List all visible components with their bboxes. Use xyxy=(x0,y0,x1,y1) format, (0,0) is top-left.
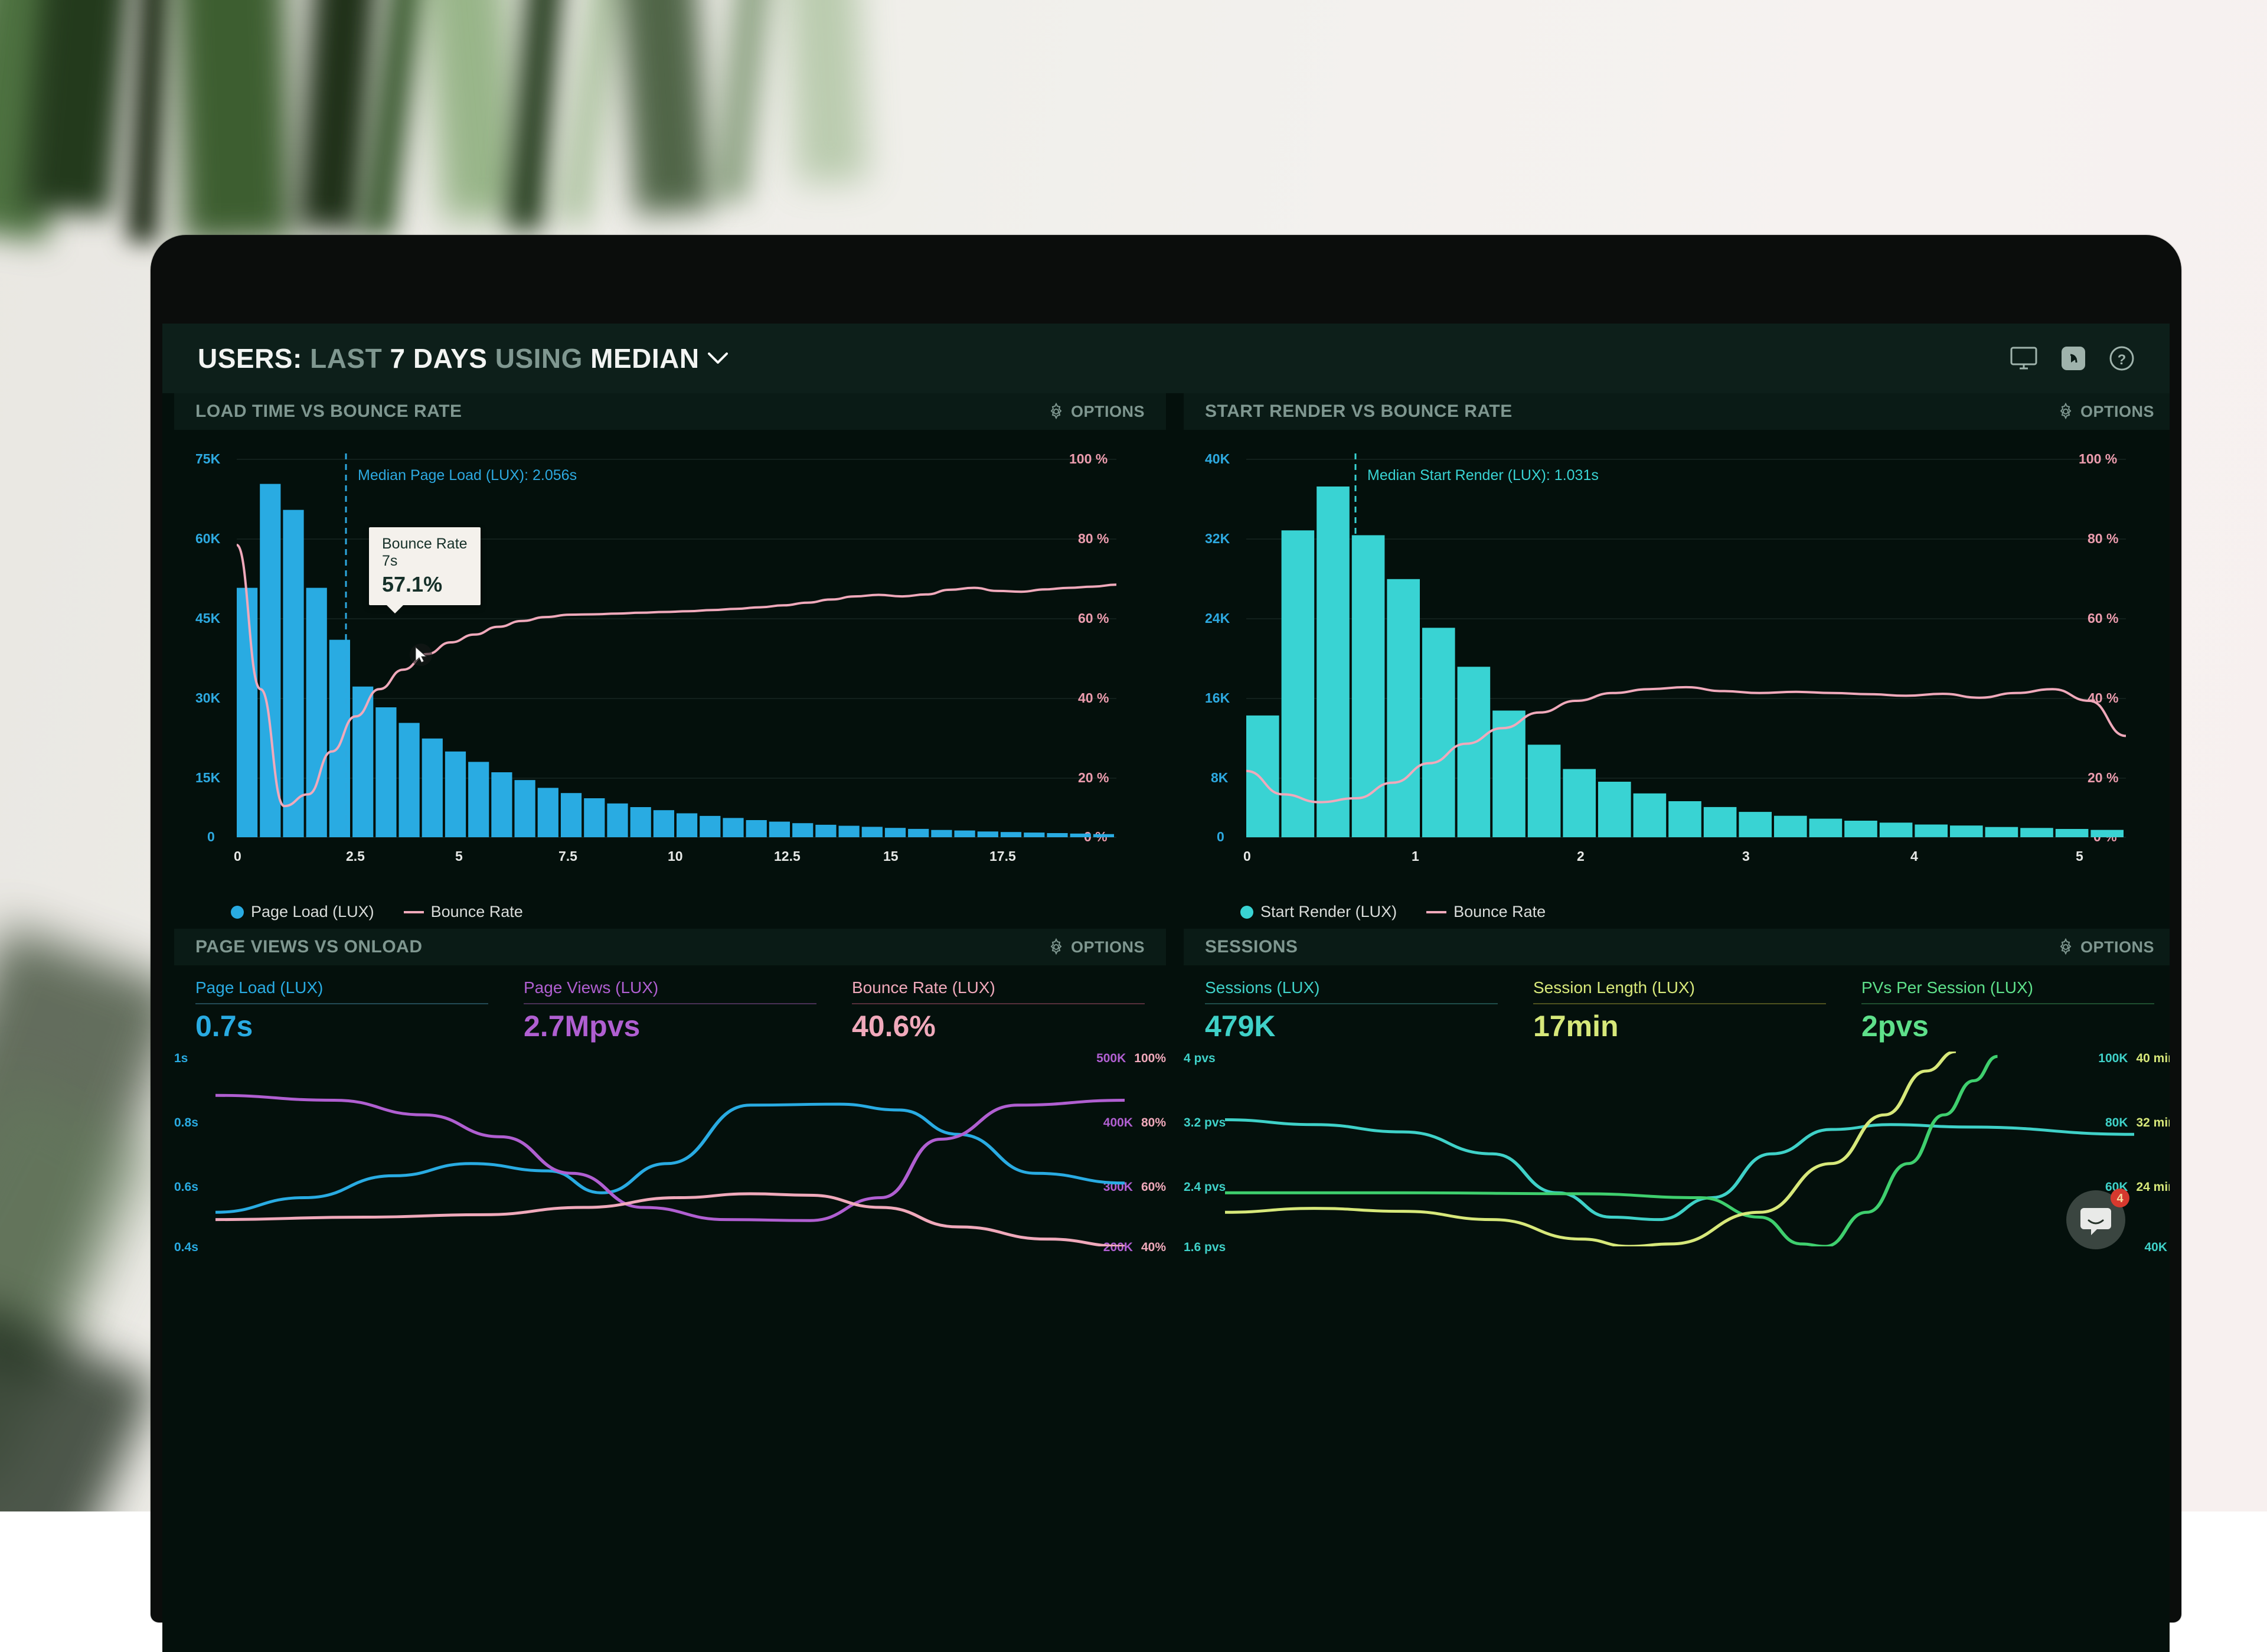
svg-text:5: 5 xyxy=(455,848,463,864)
svg-text:5: 5 xyxy=(2076,848,2083,864)
svg-text:60 %: 60 % xyxy=(1078,610,1109,626)
svg-text:75K: 75K xyxy=(195,451,221,466)
svg-text:8K: 8K xyxy=(1211,770,1229,785)
svg-text:20 %: 20 % xyxy=(1078,770,1109,785)
svg-text:4: 4 xyxy=(1910,848,1918,864)
svg-text:20 %: 20 % xyxy=(2088,770,2118,785)
svg-text:100 %: 100 % xyxy=(2079,451,2117,466)
svg-text:32K: 32K xyxy=(1205,531,1230,546)
svg-text:0: 0 xyxy=(207,829,215,844)
svg-text:60K: 60K xyxy=(195,531,221,546)
svg-text:15K: 15K xyxy=(195,770,221,785)
svg-text:7.5: 7.5 xyxy=(558,848,577,864)
svg-text:Median Start Render (LUX): 1.0: Median Start Render (LUX): 1.031s xyxy=(1367,467,1599,484)
svg-text:2.5: 2.5 xyxy=(346,848,365,864)
svg-text:0: 0 xyxy=(1243,848,1251,864)
svg-text:24K: 24K xyxy=(1205,610,1230,626)
svg-text:4: 4 xyxy=(2116,1192,2124,1205)
svg-text:Median Page Load (LUX): 2.056s: Median Page Load (LUX): 2.056s xyxy=(358,467,577,484)
svg-text:60 %: 60 % xyxy=(2088,610,2118,626)
svg-text:40 %: 40 % xyxy=(2088,690,2118,706)
svg-text:40K: 40K xyxy=(1205,451,1230,466)
svg-text:40 %: 40 % xyxy=(1078,690,1109,706)
svg-text:80 %: 80 % xyxy=(1078,531,1109,546)
svg-text:30K: 30K xyxy=(195,690,221,706)
svg-text:1: 1 xyxy=(1412,848,1419,864)
svg-text:45K: 45K xyxy=(195,610,221,626)
svg-text:100 %: 100 % xyxy=(1069,451,1108,466)
svg-text:12.5: 12.5 xyxy=(774,848,801,864)
svg-text:3: 3 xyxy=(1742,848,1750,864)
svg-text:17.5: 17.5 xyxy=(989,848,1016,864)
svg-text:?: ? xyxy=(2118,352,2126,368)
svg-text:2: 2 xyxy=(1577,848,1585,864)
svg-text:0: 0 xyxy=(1217,829,1224,844)
svg-text:15: 15 xyxy=(883,848,899,864)
svg-text:16K: 16K xyxy=(1205,690,1230,706)
svg-text:80 %: 80 % xyxy=(2088,531,2118,546)
svg-text:0: 0 xyxy=(234,848,241,864)
svg-text:10: 10 xyxy=(668,848,683,864)
